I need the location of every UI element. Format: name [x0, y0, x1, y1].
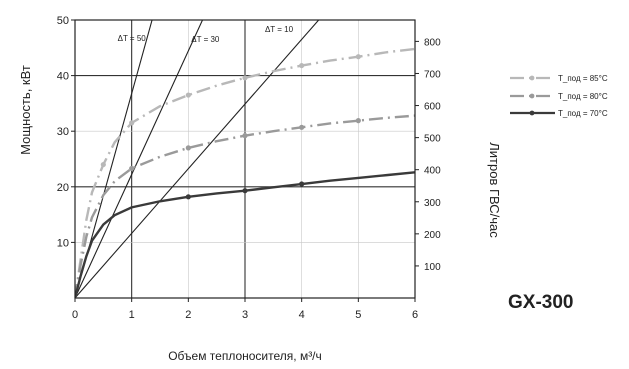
series-marker	[185, 194, 191, 200]
grid	[75, 20, 415, 298]
series-marker	[100, 161, 106, 168]
series-marker	[242, 133, 248, 139]
axes: 0 1 2 3 4 5 6 10 20 30 40 50 100 200 300 400 500 600 700 80…	[57, 15, 441, 321]
series-marker	[129, 165, 135, 172]
series-marker	[299, 181, 305, 187]
y-axis-right-label: Литров ГВС/час	[487, 142, 502, 238]
x-tick-label: 6	[412, 309, 418, 321]
y-right-tick-label: 600	[424, 102, 441, 113]
series-lines	[75, 47, 415, 298]
legend: T_под = 85°C T_под = 80°C T_под = 70°C	[510, 74, 608, 118]
series-marker	[185, 92, 191, 98]
series-marker	[242, 75, 248, 81]
legend-marker	[529, 75, 535, 81]
series-line	[75, 47, 415, 298]
y-right-tick-label: 800	[424, 37, 441, 48]
y-right-tick-label: 300	[424, 198, 441, 209]
series-marker	[242, 188, 248, 194]
y-right-tick-label: 500	[424, 134, 441, 145]
series-marker	[185, 145, 191, 151]
delta-t-line	[75, 20, 203, 298]
series-marker	[355, 118, 361, 124]
series-marker	[299, 124, 305, 130]
x-tick-label: 3	[242, 309, 248, 321]
x-tick-label: 0	[72, 309, 78, 321]
x-tick-label: 4	[299, 309, 305, 321]
series-marker	[299, 62, 305, 69]
x-axis-label: Объем теплоносителя, м³/ч	[168, 349, 322, 363]
delta-t-label: ΔT = 10	[265, 25, 294, 34]
legend-entry-label: T_под = 85°C	[558, 74, 608, 83]
delta-t-line	[75, 20, 320, 298]
y-left-tick-label: 40	[57, 71, 69, 83]
y-right-tick-label: 400	[424, 166, 441, 177]
legend-marker	[529, 110, 535, 116]
y-right-tick-label: 100	[424, 262, 441, 273]
y-left-tick-label: 10	[57, 237, 69, 249]
series-marker	[355, 54, 361, 60]
model-label: GX-300	[508, 292, 574, 313]
y-right-tick-label: 700	[424, 69, 441, 80]
y-axis-left-label: Мощность, кВт	[18, 65, 33, 155]
y-left-tick-label: 30	[57, 126, 69, 138]
y-right-tick-label: 200	[424, 230, 441, 241]
delta-t-label: ΔT = 30	[191, 35, 220, 44]
y-left-tick-label: 20	[57, 182, 69, 194]
x-tick-label: 2	[185, 309, 191, 321]
x-tick-label: 5	[355, 309, 361, 321]
legend-entry-label: T_под = 70°C	[558, 109, 608, 118]
y-left-tick-label: 50	[57, 15, 69, 27]
x-tick-label: 1	[129, 309, 135, 321]
legend-entry-label: T_под = 80°C	[558, 92, 608, 101]
delta-t-label: ΔT = 50	[118, 34, 147, 43]
legend-marker	[529, 93, 535, 99]
series-marker	[129, 120, 135, 126]
